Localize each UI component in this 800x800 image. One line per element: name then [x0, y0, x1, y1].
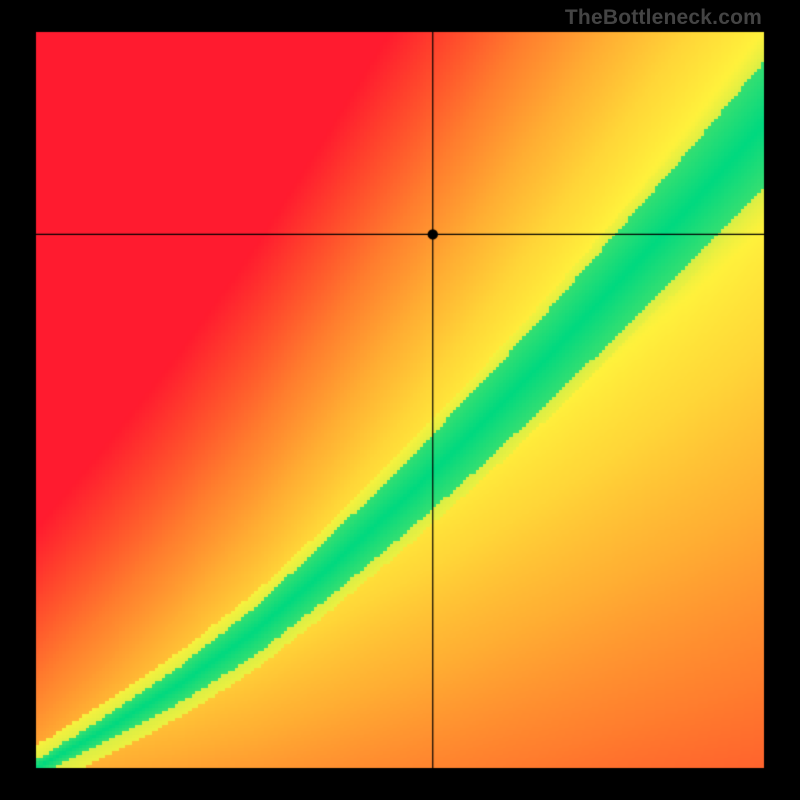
watermark-text: TheBottleneck.com — [565, 6, 762, 30]
heatmap-plot — [0, 0, 800, 800]
